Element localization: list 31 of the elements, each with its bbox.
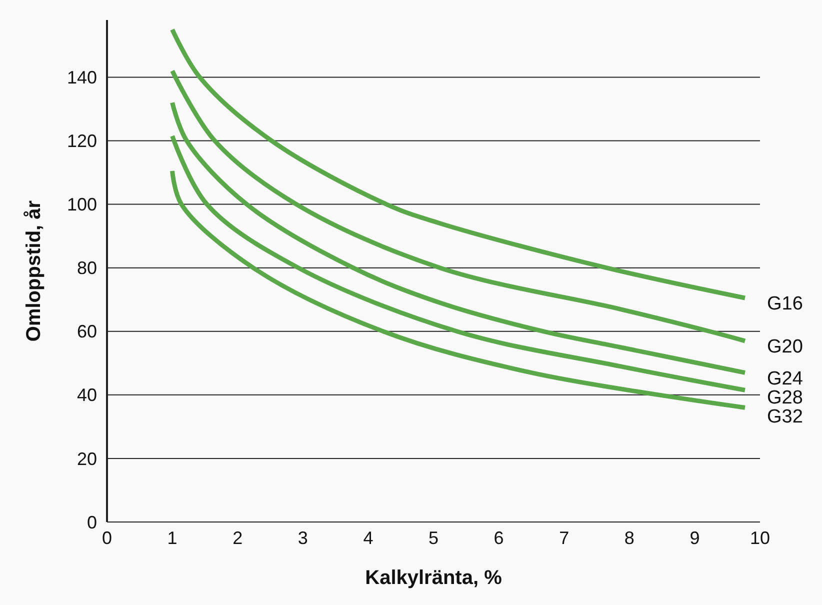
line-series: [170, 27, 748, 300]
y-tick-label: 40: [76, 385, 97, 406]
y-tick-label: 20: [76, 448, 97, 469]
y-tick-label: 120: [66, 131, 97, 152]
line-series: [170, 100, 748, 375]
y-tick-label: 0: [86, 512, 97, 532]
x-tick-label: 2: [232, 528, 243, 548]
series-label: G32: [766, 406, 803, 428]
x-tick-label: 6: [494, 528, 504, 548]
y-axis-title: Omloppstid, år: [23, 200, 45, 342]
x-tick-label: 8: [624, 528, 634, 548]
line-series: [170, 68, 748, 344]
y-tick-label: 140: [66, 67, 97, 88]
x-tick-label: 3: [298, 528, 308, 548]
line-series: [170, 134, 748, 392]
x-tick-label: 5: [428, 528, 439, 548]
series-label: G20: [766, 336, 803, 358]
x-tick-label: 7: [559, 528, 570, 548]
x-tick-label: 1: [167, 528, 178, 548]
x-tick-label: 9: [690, 528, 700, 548]
x-axis-title: Kalkylränta, %: [365, 567, 502, 589]
series-label: G16: [766, 294, 803, 315]
x-tick-label: 10: [750, 528, 770, 548]
series-label: G24: [766, 368, 804, 390]
y-tick-label: 60: [76, 322, 97, 342]
x-tick-label: 4: [363, 528, 374, 548]
y-tick-label: 80: [76, 258, 97, 278]
series-label: G28: [766, 387, 803, 408]
x-tick-label: 0: [102, 528, 112, 548]
line-series: [170, 168, 748, 410]
y-tick-label: 100: [66, 194, 97, 215]
